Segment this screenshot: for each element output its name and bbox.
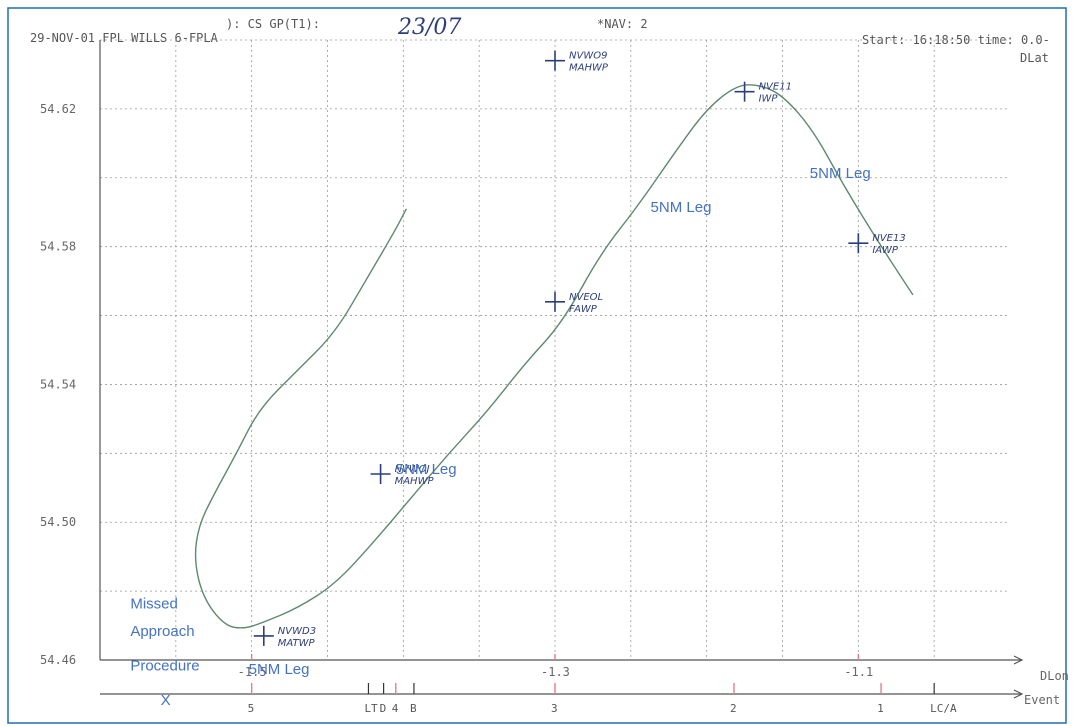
annotation-label: 5NM Leg [396,461,457,478]
y-tick-label: 54.62 [40,102,76,116]
event-axis-label: Event [1024,693,1060,707]
header-left: 29-NOV-01 FPL WILLS 6-FPLA [30,31,219,45]
event-axis-arrow [1013,689,1024,699]
header-dlat: DLat [1020,51,1049,65]
header-mid: ): CS GP(T1): [226,17,320,31]
event-tick-label: B [410,702,417,715]
x-tick-label: -1.3 [541,665,570,679]
x-tick-label: -1.5 [238,665,267,679]
waypoint-type: IWP [759,94,779,105]
event-tick-label: D [380,702,387,715]
waypoint-type: MAHWP [395,476,435,487]
y-tick-label: 54.50 [40,515,76,529]
annotations: 5NM Leg 5NM Leg 5NM Leg 5NM Leg Missed Approa… [130,165,870,709]
waypoint-name: NVE11 [759,82,792,93]
annotation-label: 5NM Leg [249,661,310,678]
event-tick-label: 5 [248,702,255,715]
waypoint-type: MATWP [278,638,316,649]
waypoint-name: NVWD3 [278,626,316,637]
axes: DLon Event [99,40,1069,707]
event-tick-label: 3 [551,702,558,715]
event-tick-label: 2 [730,702,737,715]
header-nav: *NAV: 2 [597,17,648,31]
tick-labels: -1.5 -1.3 -1.1 54.62 54.58 54.54 54.50 54.46 [40,102,873,679]
grid [100,39,1010,660]
waypoints: NVWD3MATWPNVWOJMAHWPNVEOLFAWPNVWO9MAHWPN… [253,50,906,649]
event-ticks: 5 LT D 4 B 3 2 1 LC/A [248,654,957,715]
waypoint-type: FAWP [569,304,598,315]
waypoint-name: NVEOL [569,292,603,303]
waypoint-type: IAWP [872,245,899,256]
annotation-label: 5NM Leg [651,199,712,216]
event-tick-label: LT [364,702,378,715]
waypoint-name: NVWO9 [569,51,607,62]
flight-track [194,84,914,629]
y-tick-label: 54.54 [40,377,76,391]
page-frame [7,7,1067,724]
annotation-label: X [161,692,171,709]
annotation-label: Missed [130,595,178,612]
y-tick-label: 54.46 [40,653,76,667]
waypoint-type: MAHWP [569,63,609,74]
annotation-label: Approach [130,623,194,640]
event-tick-label: LC/A [930,702,957,715]
x-axis-arrow [1013,655,1024,665]
header-handwritten-date: 23/07 [397,15,461,40]
x-tick-label: -1.1 [844,665,873,679]
y-tick-label: 54.58 [40,240,76,254]
waypoint-name: NVWOJ [395,464,430,475]
waypoint-name: NVE13 [872,233,905,244]
annotation-label: Procedure [130,657,199,674]
x-axis-label: DLon [1040,669,1069,683]
flight-track-line [194,84,914,629]
event-tick-label: 1 [877,702,884,715]
annotation-label: 5NM Leg [810,165,871,182]
event-tick-label: 4 [392,702,399,715]
